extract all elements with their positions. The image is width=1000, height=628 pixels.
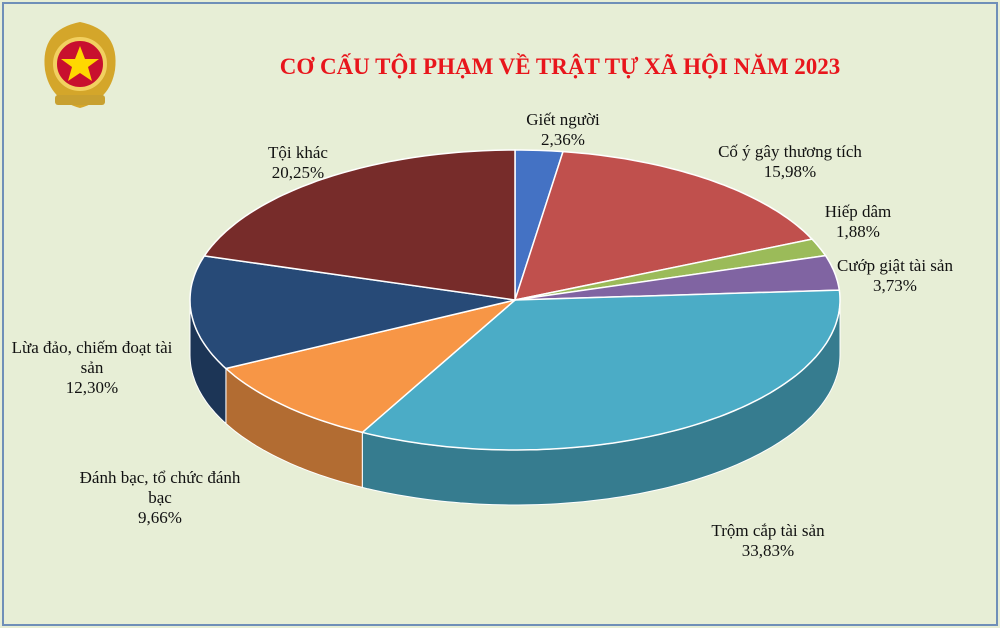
slice-label: Cướp giật tài sản bbox=[837, 256, 953, 275]
emblem bbox=[44, 22, 116, 108]
chart-title: CƠ CẤU TỘI PHẠM VỀ TRẬT TỰ XÃ HỘI NĂM 20… bbox=[279, 54, 841, 79]
value-label: 1,88% bbox=[836, 222, 880, 241]
slice bbox=[189, 255, 516, 370]
value-label: 33,83% bbox=[741, 541, 795, 560]
slice-label: Cố ý gây thương tích bbox=[718, 142, 862, 161]
value-label: 12,30% bbox=[65, 378, 119, 397]
value-label: 20,25% bbox=[271, 163, 325, 182]
slice bbox=[514, 238, 827, 301]
slice-label: Trộm cắp tài sản bbox=[711, 521, 825, 540]
slice-label: Giết người bbox=[526, 110, 600, 129]
value-label: 9,66% bbox=[138, 508, 182, 527]
slice bbox=[360, 289, 841, 451]
value-label: 2,36% bbox=[541, 130, 585, 149]
slice bbox=[513, 150, 814, 301]
value-label: 3,73% bbox=[873, 276, 917, 295]
slice-label: Hiếp dâm bbox=[824, 202, 892, 221]
slice bbox=[224, 299, 516, 434]
slice-label: Tội khác bbox=[268, 143, 328, 162]
slice bbox=[203, 149, 516, 301]
value-label: 15,98% bbox=[763, 162, 817, 181]
slice-label: Đánh bạc, tổ chức đánh bạc bbox=[79, 468, 241, 507]
slice bbox=[514, 254, 841, 301]
slice-label: Lừa đảo, chiếm đoạt tài sản bbox=[11, 338, 173, 377]
